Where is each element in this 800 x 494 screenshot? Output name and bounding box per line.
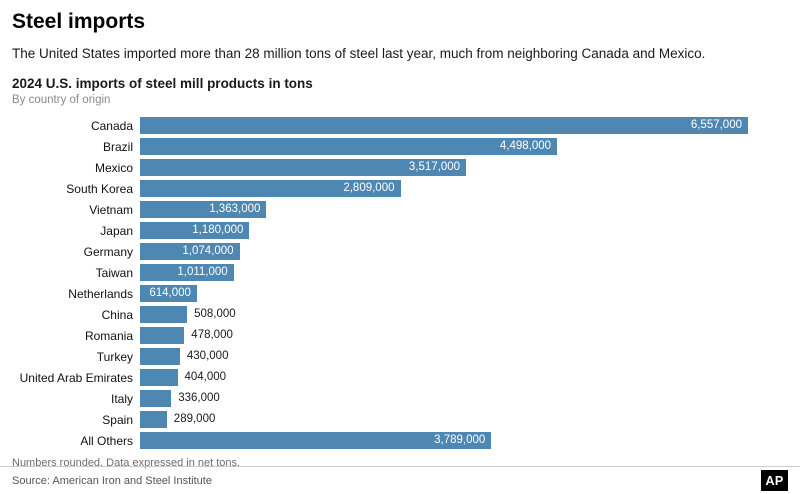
page-subtitle: The United States imported more than 28 … [12,46,706,61]
bar [140,390,172,407]
infographic: Steel imports The United States imported… [12,10,786,469]
category-label: Japan [100,223,133,238]
bar-track: 404,000 [140,369,786,386]
bar-track: 430,000 [140,348,786,365]
bar-track: 478,000 [140,327,786,344]
category-label: South Korea [66,181,133,196]
bar: 1,363,000 [140,201,267,218]
bar-track: 1,011,000 [140,264,786,281]
category-label: United Arab Emirates [19,370,133,385]
category-label: Italy [110,391,133,406]
bar: 1,011,000 [140,264,234,281]
bar-track: 336,000 [140,390,786,407]
value-label: 430,000 [186,350,229,362]
bar: 1,074,000 [140,243,240,260]
bar-track: 3,789,000 [140,432,786,449]
bar-row: Mexico 3,517,000 [12,159,786,176]
bar: 3,789,000 [140,432,492,449]
bar-row: Netherlands 614,000 [12,285,786,302]
category-label: Spain [102,412,133,427]
value-label: 6,557,000 [690,119,742,131]
chart-subtitle: By country of origin [12,94,111,106]
bar [140,348,180,365]
value-label: 508,000 [194,308,236,320]
category-label: Taiwan [95,265,133,280]
bar-track: 1,363,000 [140,201,786,218]
category-label: Turkey [96,349,133,364]
value-label: 2,809,000 [343,182,395,194]
bar-track: 289,000 [140,411,786,428]
category-label: Mexico [94,160,133,175]
value-label: 336,000 [178,392,220,404]
bar-row: Romania 478,000 [12,327,786,344]
footer-bar: Source: American Iron and Steel Institut… [0,466,800,494]
value-label: 1,363,000 [209,203,261,215]
value-label: 1,074,000 [182,245,234,257]
bar: 2,809,000 [140,180,401,197]
category-label: China [101,307,133,322]
value-label: 404,000 [184,371,227,383]
category-label: Canada [90,118,133,133]
bar-track: 1,074,000 [140,243,786,260]
source-text: Source: American Iron and Steel Institut… [12,474,212,487]
value-label: 1,011,000 [177,266,228,278]
bar-row: United Arab Emirates 404,000 [12,369,786,386]
bar-chart: Canada 6,557,000 Brazil 4,498,000 Mexico 3,51… [12,117,786,449]
category-label: Netherlands [68,286,133,301]
value-label: 3,517,000 [408,161,461,173]
bar-row: China 508,000 [12,306,786,323]
ap-logo: AP [761,470,788,491]
bar-track: 6,557,000 [140,117,786,134]
category-label: Vietnam [89,202,133,217]
value-label: 478,000 [191,329,233,341]
value-label: 1,180,000 [192,224,244,236]
bar: 4,498,000 [140,138,558,155]
bar-track: 3,517,000 [140,159,786,176]
bar-row: Spain 289,000 [12,411,786,428]
bar: 1,180,000 [140,222,250,239]
bar-row: Brazil 4,498,000 [12,138,786,155]
bar: 6,557,000 [140,117,748,134]
bar-row: Germany 1,074,000 [12,243,786,260]
value-label: 3,789,000 [434,434,486,446]
bar [140,411,167,428]
bar-row: South Korea 2,809,000 [12,180,786,197]
category-label: Germany [83,244,133,259]
bar [140,327,185,344]
bar: 3,517,000 [140,159,467,176]
bar-row: Canada 6,557,000 [12,117,786,134]
value-label: 289,000 [173,413,216,425]
bar-row: Turkey 430,000 [12,348,786,365]
bar [140,369,178,386]
bar-row: Vietnam 1,363,000 [12,201,786,218]
bar [140,306,188,323]
bar-row: Japan 1,180,000 [12,222,786,239]
bar-track: 2,809,000 [140,180,786,197]
bar-row: Taiwan 1,011,000 [12,264,786,281]
value-label: 614,000 [149,287,191,299]
bar: 614,000 [140,285,197,302]
bar-row: Italy 336,000 [12,390,786,407]
bar-row: All Others 3,789,000 [12,432,786,449]
chart-title: 2024 U.S. imports of steel mill products… [12,76,313,91]
bar-track: 508,000 [140,306,786,323]
bar-track: 4,498,000 [140,138,786,155]
category-label: Romania [84,328,133,343]
page-title: Steel imports [12,10,146,33]
category-label: Brazil [102,139,133,154]
value-label: 4,498,000 [499,140,552,152]
bar-track: 614,000 [140,285,786,302]
category-label: All Others [80,433,133,448]
bar-track: 1,180,000 [140,222,786,239]
